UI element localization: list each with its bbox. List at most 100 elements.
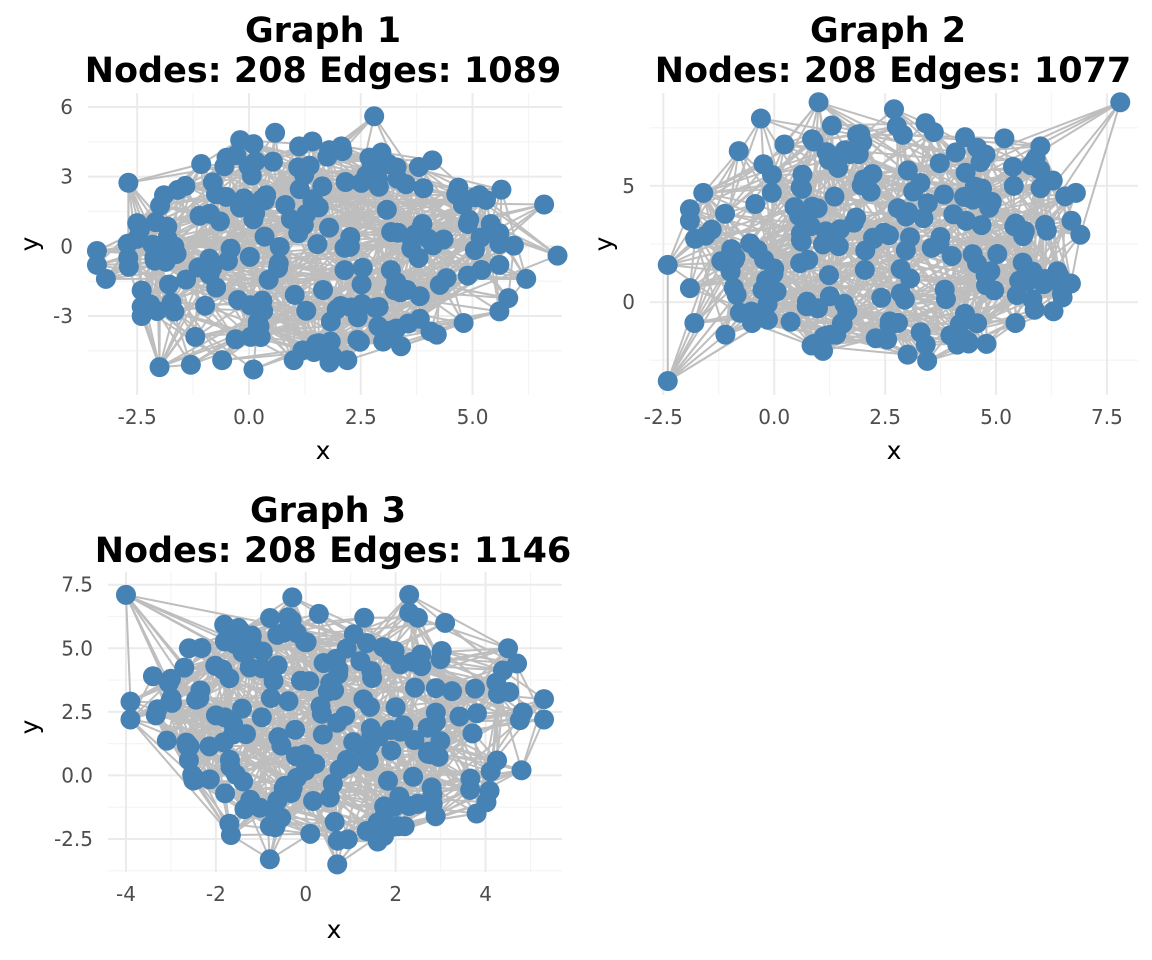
node-point <box>189 688 210 709</box>
edge <box>173 310 255 371</box>
node-point <box>352 294 373 315</box>
node-point <box>305 753 326 774</box>
node-point <box>202 258 223 279</box>
x-tick-label: 7.5 <box>1091 405 1123 429</box>
node-point <box>274 622 295 643</box>
node-point <box>884 99 904 120</box>
edge <box>360 621 446 663</box>
node-point <box>260 608 281 629</box>
node-point <box>268 253 289 274</box>
node-point <box>877 329 898 350</box>
node-point <box>803 131 824 152</box>
node-point <box>220 238 241 259</box>
node-point <box>294 165 315 186</box>
node-point <box>267 655 288 676</box>
node-point <box>251 707 272 728</box>
node-point <box>335 705 356 726</box>
node-point <box>425 678 446 699</box>
node-point <box>462 723 483 744</box>
node-point <box>741 301 762 322</box>
node-point <box>425 712 446 733</box>
node-point <box>360 718 381 739</box>
node-point <box>421 777 442 798</box>
node-point <box>403 766 424 787</box>
node-point <box>312 280 333 301</box>
node-point <box>910 172 931 193</box>
node-point <box>745 194 766 215</box>
node-point <box>140 294 161 315</box>
x-tick-label: 0 <box>299 882 312 906</box>
node-point <box>1005 312 1026 333</box>
node-point <box>401 238 422 259</box>
node-point <box>265 122 286 143</box>
node-point <box>488 683 509 704</box>
node-point <box>941 246 962 267</box>
node-point <box>353 689 374 710</box>
node-point <box>1042 170 1063 191</box>
node-point <box>215 783 236 804</box>
node-point <box>812 234 833 255</box>
node-point <box>117 233 138 254</box>
node-point <box>1055 186 1076 207</box>
node-point <box>935 289 956 310</box>
edge <box>800 186 875 240</box>
node-point <box>285 746 306 767</box>
node-point <box>390 721 411 742</box>
node-point <box>774 134 795 155</box>
x-tick-label: 0.0 <box>233 405 265 429</box>
y-tick-label: 3 <box>60 165 73 189</box>
node-point <box>233 771 254 792</box>
edge <box>129 718 232 836</box>
panel-graph-1: Graph 1 Nodes: 208 Edges: 1089 x y -2.5 0… <box>15 11 568 465</box>
node-point <box>457 265 478 286</box>
node-point <box>376 199 397 220</box>
node-point <box>239 657 260 678</box>
y-tick-label: 0 <box>60 234 73 258</box>
node-point <box>967 313 988 334</box>
panel-2-title-line2: Nodes: 208 Edges: 1077 <box>655 51 1132 91</box>
node-point <box>498 638 519 659</box>
node-point <box>828 236 849 257</box>
panel-graph-2: Graph 2 Nodes: 208 Edges: 1077 x y -2.5 0… <box>589 11 1138 465</box>
edge <box>125 594 170 684</box>
node-point <box>251 189 272 210</box>
node-point <box>302 131 323 152</box>
y-tick-label: 0 <box>622 290 635 314</box>
edge <box>478 195 501 312</box>
node-point <box>284 284 305 305</box>
edge <box>130 718 187 744</box>
node-point <box>285 719 306 740</box>
x-tick-label: 2.5 <box>869 405 901 429</box>
node-point <box>269 236 290 257</box>
node-point <box>1009 270 1030 291</box>
nodes <box>86 106 568 380</box>
node-point <box>929 153 950 174</box>
node-point <box>480 213 501 234</box>
panel-1-title-line2: Nodes: 208 Edges: 1089 <box>85 51 562 91</box>
node-point <box>324 811 345 832</box>
node-point <box>361 154 382 175</box>
y-tick-label: -2.5 <box>54 827 93 851</box>
node-point <box>324 680 345 701</box>
node-point <box>516 268 537 289</box>
node-point <box>980 261 1001 282</box>
node-point <box>547 245 568 266</box>
node-point <box>503 235 524 256</box>
node-point <box>308 603 329 624</box>
panel-1-y-axis-label: y <box>15 236 44 251</box>
node-point <box>821 115 842 136</box>
node-point <box>408 156 429 177</box>
node-point <box>878 225 899 246</box>
x-tick-label: -4 <box>116 882 136 906</box>
node-point <box>466 703 487 724</box>
node-point <box>262 151 283 172</box>
edge <box>167 235 265 240</box>
node-point <box>352 257 373 278</box>
node-point <box>158 673 179 694</box>
node-point <box>824 186 845 207</box>
node-point <box>240 789 261 810</box>
node-point <box>299 671 320 692</box>
panel-2-y-axis-label: y <box>589 236 618 251</box>
x-tick-label: 5.0 <box>457 405 489 429</box>
